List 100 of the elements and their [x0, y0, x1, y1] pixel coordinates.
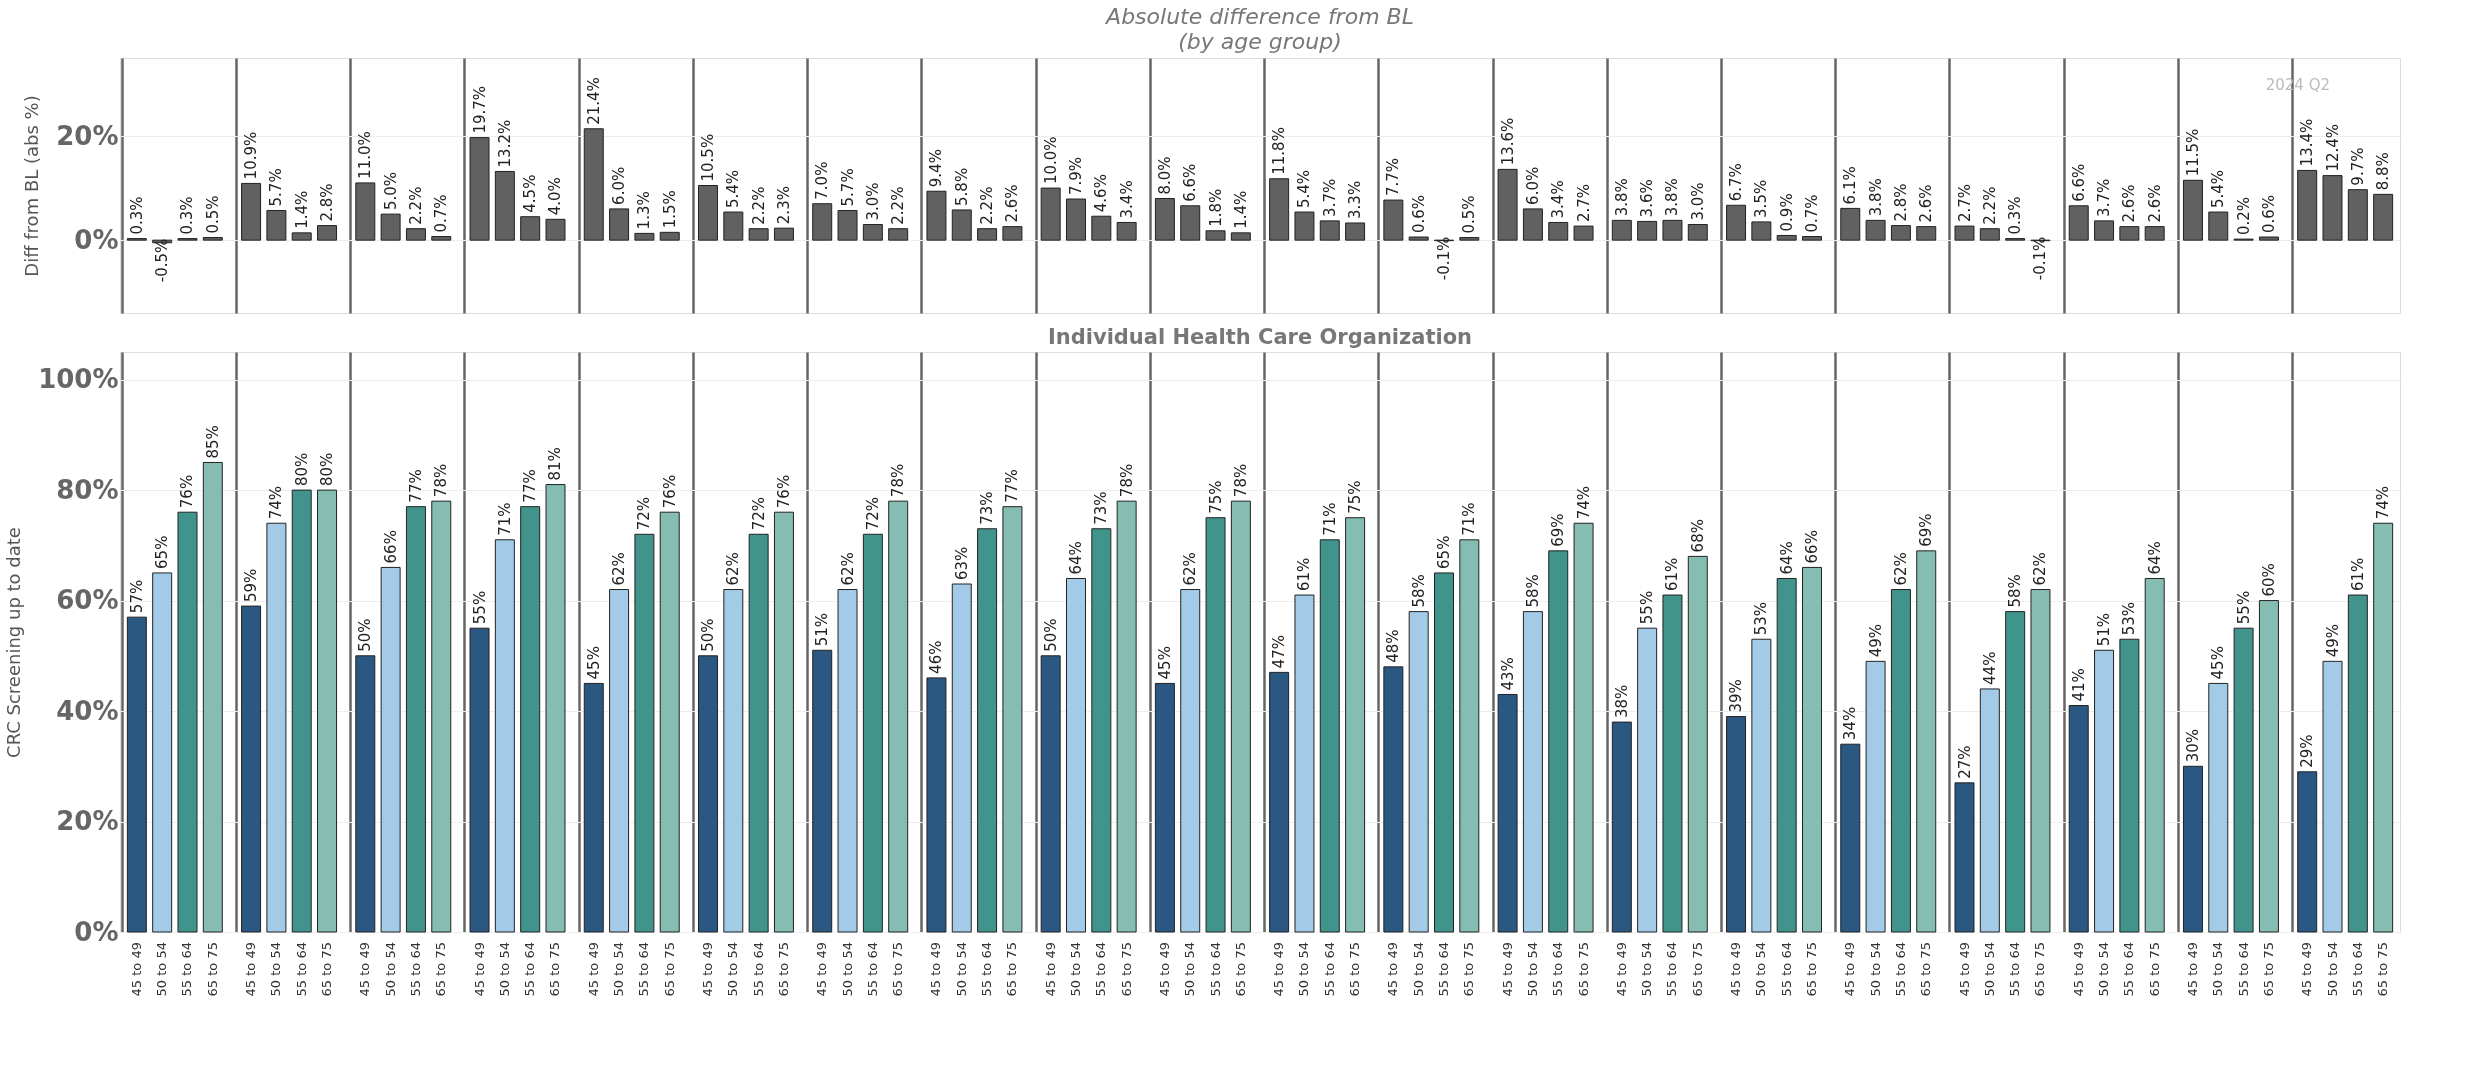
- data-label: 71%: [1460, 502, 1479, 536]
- data-label: 3.8%: [1663, 178, 1682, 217]
- bar: [2208, 682, 2229, 933]
- bar: [1662, 219, 1683, 241]
- data-label: 19.7%: [470, 85, 489, 134]
- bar: [494, 170, 515, 241]
- data-label: 13.4%: [2298, 118, 2317, 167]
- bar: [609, 208, 630, 241]
- data-label: 74%: [267, 485, 286, 520]
- data-label: 61%: [1295, 557, 1314, 592]
- bar: [2144, 577, 2165, 933]
- bar: [469, 627, 490, 933]
- data-label: 27%: [1955, 745, 1974, 779]
- text: 65 to 75: [775, 942, 791, 997]
- bar: [1637, 220, 1658, 241]
- data-label: 2.7%: [1574, 183, 1593, 223]
- text: 65 to 75: [661, 942, 677, 997]
- bar: [1294, 211, 1315, 241]
- bar: [2030, 589, 2051, 933]
- bar: [1548, 550, 1569, 933]
- data-label: 34%: [1841, 706, 1860, 741]
- bar: [1865, 660, 1886, 933]
- data-label: 3.0%: [863, 182, 882, 221]
- data-label: 77%: [1003, 469, 1022, 503]
- text: 65 to 75: [1575, 942, 1591, 997]
- data-label: 55%: [1638, 590, 1657, 625]
- bar: [1751, 638, 1772, 933]
- bar: [812, 203, 833, 241]
- bar: [2119, 226, 2140, 241]
- text: 45 to 49: [128, 942, 144, 997]
- bar: [2233, 627, 2254, 933]
- bar: [1205, 230, 1226, 241]
- data-label: 59%: [242, 568, 261, 603]
- data-label: 4.5%: [521, 174, 540, 213]
- bar: [659, 511, 680, 933]
- bar: [1116, 221, 1137, 241]
- data-label: 13.6%: [1498, 117, 1517, 166]
- data-label: 0.3%: [127, 196, 146, 235]
- data-label: 64%: [1777, 541, 1796, 575]
- data-label: 2.8%: [318, 183, 337, 222]
- text: 50 to 54: [953, 942, 969, 997]
- bar: [177, 511, 198, 933]
- text: 55 to 64: [2007, 942, 2023, 997]
- data-label: 47%: [1270, 635, 1289, 669]
- text: 45 to 49: [2299, 942, 2315, 997]
- data-label: 73%: [978, 491, 997, 525]
- text: 45 to 49: [1271, 942, 1287, 997]
- bar: [202, 461, 223, 933]
- bar: [1916, 550, 1937, 933]
- bar: [1319, 539, 1340, 933]
- data-label: 3.4%: [1117, 180, 1136, 219]
- bar: [545, 484, 566, 933]
- data-label: 3.3%: [1346, 180, 1365, 219]
- data-label: 68%: [1688, 519, 1707, 553]
- data-label: 29%: [2298, 734, 2317, 768]
- data-label: 62%: [1891, 552, 1910, 586]
- data-label: 8.0%: [1155, 156, 1174, 195]
- data-label: 3.5%: [1752, 179, 1771, 218]
- data-label: 58%: [2006, 574, 2025, 608]
- y-tick-label: 100%: [38, 364, 119, 395]
- text: 65 to 75: [2260, 942, 2276, 997]
- bar: [659, 231, 680, 241]
- data-label: 72%: [863, 496, 882, 531]
- text: 65 to 75: [433, 942, 449, 997]
- data-label: 9.7%: [2348, 147, 2367, 186]
- bar: [2068, 205, 2089, 241]
- y-tick-label: 60%: [56, 585, 119, 616]
- data-label: 2.6%: [2120, 184, 2139, 223]
- data-label: 4.6%: [1092, 174, 1111, 213]
- data-label: 7.0%: [813, 161, 832, 200]
- text: 45 to 49: [1042, 942, 1058, 997]
- data-label: 76%: [178, 474, 197, 509]
- text: 50 to 54: [839, 942, 855, 997]
- bar: [2094, 220, 2115, 241]
- data-label: 75%: [1206, 480, 1225, 514]
- data-label: 2.6%: [2145, 184, 2164, 223]
- text: 55 to 64: [1436, 942, 1451, 997]
- text: 50 to 54: [725, 942, 741, 997]
- bar: [2373, 522, 2394, 933]
- y-tick-label: 40%: [56, 695, 119, 726]
- bar: [2373, 193, 2394, 241]
- text: 50 to 54: [611, 942, 627, 997]
- y-tick-label: 20%: [56, 806, 119, 837]
- bar: [405, 228, 426, 241]
- bar: [723, 211, 744, 241]
- bar: [2005, 611, 2026, 933]
- data-label: 78%: [432, 463, 451, 498]
- bar: [241, 605, 262, 933]
- bar: [1002, 506, 1023, 933]
- text: 65 to 75: [547, 942, 563, 997]
- bar: [951, 583, 972, 933]
- text: 55 to 64: [1550, 942, 1566, 997]
- data-label: 72%: [749, 496, 768, 531]
- data-label: 5.4%: [724, 169, 743, 209]
- bar: [1776, 234, 1797, 241]
- data-label: 71%: [495, 502, 514, 536]
- data-label: 2.2%: [978, 186, 997, 225]
- data-label: 7.9%: [1067, 156, 1085, 196]
- data-label: 50%: [698, 618, 717, 652]
- text: 45 to 49: [1728, 942, 1744, 997]
